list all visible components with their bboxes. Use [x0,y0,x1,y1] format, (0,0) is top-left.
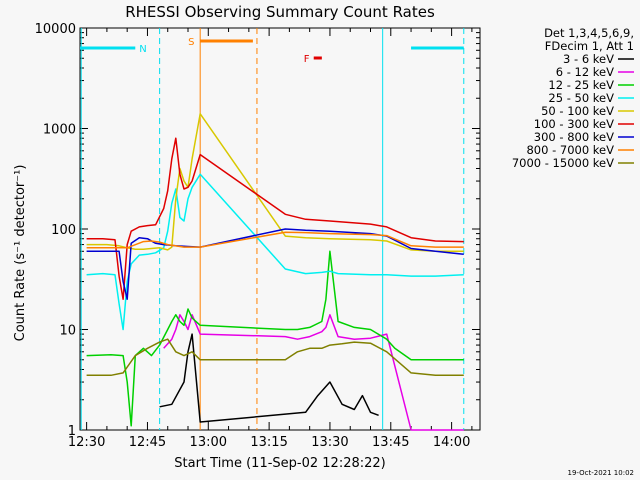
legend-header: FDecim 1, Att 1 [545,39,634,53]
annotation-N-label: N [139,44,146,55]
legend-entry-label: 25 - 50 keV [548,91,614,105]
series-line-2 [163,314,464,431]
legend-entry-label: 300 - 800 keV [534,130,614,144]
legend-header: Det 1,3,4,5,6,9, [544,26,634,40]
y-tick-label: 1000 [43,123,76,138]
series-line-3 [86,250,464,427]
y-tick-label: 1 [68,424,76,439]
legend-entry-label: 12 - 25 keV [548,78,614,92]
y-tick-label: 100 [51,223,76,238]
legend-entry-label: 7000 - 15000 keV [512,156,614,170]
x-tick-label: 13:30 [311,435,348,450]
legend-entry-label: 800 - 7000 keV [526,143,614,157]
legend-entry-label: 100 - 300 keV [534,117,614,131]
legend-entry-label: 3 - 6 keV [563,52,614,66]
series-line-8 [86,231,464,249]
x-tick-label: 12:45 [129,435,166,450]
series-line-1 [159,333,379,423]
y-tick-label: 10000 [35,22,76,37]
series-line-6 [86,137,464,300]
x-axis-label: Start Time (11-Sep-02 12:28:22) [174,456,385,471]
series-line-7 [86,228,464,300]
timestamp: 19-Oct-2021 10:02 [568,469,634,477]
legend-entry-label: 6 - 12 keV [556,65,614,79]
y-tick-label: 10 [59,324,76,339]
legend-entry-label: 50 - 100 keV [541,104,614,118]
plot-area: 1 10 100 1000 10000 12:30 12:45 13:00 13:15 13:30… [35,22,481,450]
series-line-5 [86,113,464,253]
x-tick-label: 14:00 [433,435,470,450]
annotation-F-label: F [304,54,310,65]
legend: Det 1,3,4,5,6,9,FDecim 1, Att 13 - 6 keV… [512,26,634,170]
x-tick-label: 13:45 [372,435,409,450]
series-line-9 [86,338,464,377]
y-axis-label: Count Rate (s⁻¹ detector⁻¹) [13,165,28,342]
x-tick-label: 13:00 [190,435,227,450]
annotation-S-label: S [188,37,194,48]
x-tick-label: 13:15 [250,435,287,450]
x-tick-label: 12:30 [68,435,105,450]
chart-title: RHESSI Observing Summary Count Rates [125,3,435,21]
series-line-4 [86,173,464,331]
